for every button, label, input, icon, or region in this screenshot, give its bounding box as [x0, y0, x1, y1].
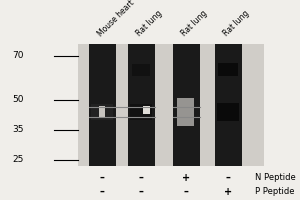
Bar [91, 104, 113, 120]
Text: P Peptide: P Peptide [255, 188, 295, 196]
Bar [178, 66, 194, 74]
Text: +: + [224, 187, 232, 197]
Text: –: – [100, 173, 104, 183]
Bar [214, 44, 242, 166]
Bar [177, 98, 194, 126]
Bar [218, 63, 238, 76]
Text: +: + [182, 173, 190, 183]
Text: –: – [100, 187, 104, 197]
Text: Mouse heart: Mouse heart [96, 0, 136, 38]
Text: –: – [139, 187, 143, 197]
Bar [88, 44, 116, 166]
Text: Rat lung: Rat lung [180, 9, 209, 38]
Bar [172, 44, 200, 166]
Bar [99, 106, 105, 118]
Text: 25: 25 [13, 156, 24, 164]
Text: Rat lung: Rat lung [222, 9, 251, 38]
Bar [142, 106, 150, 114]
Bar [130, 104, 152, 120]
Bar [132, 64, 151, 76]
Text: 50: 50 [13, 96, 24, 104]
Text: N Peptide: N Peptide [255, 173, 296, 182]
Text: –: – [226, 173, 230, 183]
Text: 35: 35 [13, 126, 24, 134]
Text: –: – [139, 173, 143, 183]
Text: Rat lung: Rat lung [135, 9, 164, 38]
FancyBboxPatch shape [78, 44, 264, 166]
Text: 70: 70 [13, 51, 24, 60]
Bar [175, 103, 197, 121]
Bar [217, 103, 239, 121]
Text: –: – [184, 187, 188, 197]
Bar [128, 44, 154, 166]
